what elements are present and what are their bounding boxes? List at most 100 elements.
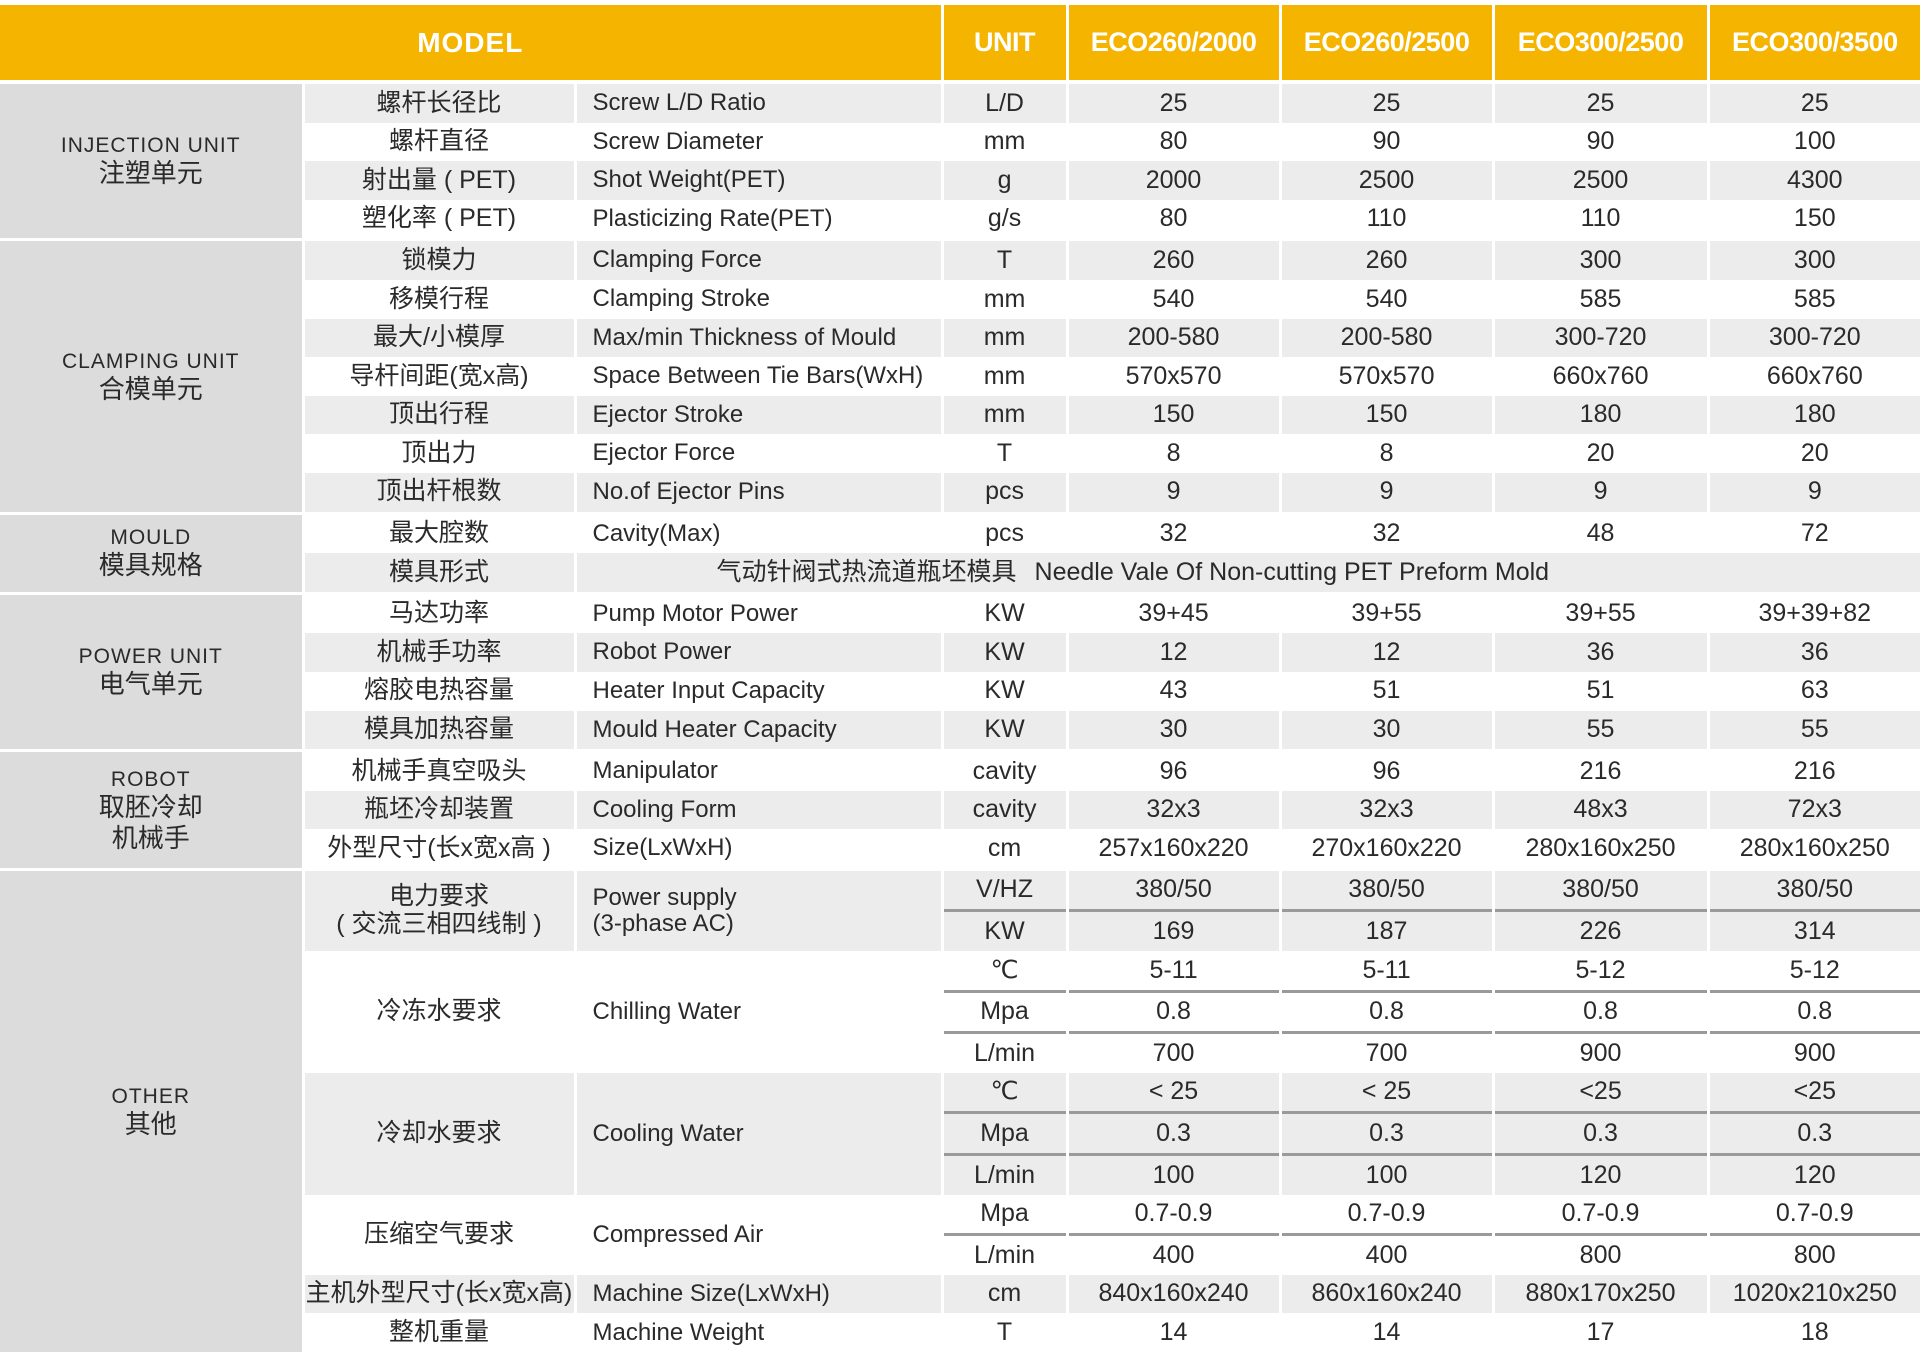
group-label-en: OTHER <box>111 1084 190 1108</box>
param-name-en-line: Space Between Tie Bars(WxH) <box>592 362 924 390</box>
param-name-cn-line: 移模行程 <box>388 284 489 313</box>
value-cell-model-4: 72x3 <box>1708 790 1920 830</box>
param-name-cn: 电力要求( 交流三相四线制 ) <box>303 867 577 952</box>
param-name-cn-line: ( 交流三相四线制 ) <box>336 909 542 938</box>
value-cell-model-3: 585 <box>1493 279 1710 319</box>
value-cell-model-2: 0.7-0.9 <box>1280 1194 1495 1235</box>
value-cell-model-4: 63 <box>1708 671 1920 711</box>
spec-table: MODEL UNIT ECO260/2000 ECO260/2500 ECO30… <box>0 5 1920 1352</box>
unit-cell: g <box>942 161 1069 200</box>
value-cell-model-3: 90 <box>1493 122 1710 162</box>
table-row: 模具形式 气动针阀式热流道瓶坯模具 Needle Vale Of Non-cutti… <box>0 553 1920 594</box>
value-cell-model-4: 314 <box>1708 909 1920 952</box>
value-cell-model-4: 120 <box>1708 1153 1920 1195</box>
value-cell-model-1: 25 <box>1067 80 1282 123</box>
value-cell-model-3: 120 <box>1493 1153 1710 1195</box>
value-cell-model-2: 540 <box>1280 279 1495 319</box>
value-cell-model-2: 96 <box>1280 749 1495 791</box>
value-cell-model-4: 1020x210x250 <box>1708 1274 1920 1314</box>
unit-cell: ℃ <box>942 951 1069 992</box>
value-cell-model-4: 18 <box>1708 1313 1920 1352</box>
value-cell-model-2: 260 <box>1280 238 1495 280</box>
value-cell-model-2: < 25 <box>1280 1072 1495 1113</box>
value-cell-model-1: 380/50 <box>1067 867 1282 911</box>
param-name-cn: 射出量 ( PET) <box>303 161 577 200</box>
param-name-en: Plasticizing Rate(PET) <box>575 199 944 240</box>
value-cell-model-2: 2500 <box>1280 161 1495 200</box>
value-cell-model-1: 257x160x220 <box>1067 829 1282 870</box>
value-cell-model-1: 400 <box>1067 1233 1282 1275</box>
param-name-en: Screw L/D Ratio <box>575 80 944 123</box>
param-name-cn-line: 机械手功率 <box>376 637 502 666</box>
unit-cell: mm <box>942 279 1069 319</box>
group-label-cell: CLAMPING UNIT 合模单元 <box>0 238 305 514</box>
param-name-cn-line: 顶出行程 <box>388 400 489 429</box>
table-row: 导杆间距(宽x高) Space Between Tie Bars(WxH) mm 57… <box>0 357 1920 396</box>
header-unit: UNIT <box>942 5 1069 84</box>
table-row: L/min 700 700 900 900 <box>0 1031 1920 1073</box>
table-row: 螺杆直径 Screw Diameter mm 80 90 90 100 <box>0 122 1920 162</box>
value-cell-model-3: 380/50 <box>1493 867 1710 911</box>
param-name-cn: 导杆间距(宽x高) <box>303 357 577 396</box>
value-cell-model-2: 150 <box>1280 395 1495 435</box>
param-name-en: Shot Weight(PET) <box>575 161 944 200</box>
param-name-en-line: Screw Diameter <box>592 127 764 155</box>
value-cell-model-2: 380/50 <box>1280 867 1495 911</box>
value-cell-model-3: 48 <box>1493 511 1710 554</box>
param-name-cn: 机械手功率 <box>303 633 577 672</box>
param-name-cn-line: 马达功率 <box>388 599 489 628</box>
value-cell-model-1: 96 <box>1067 749 1282 791</box>
mould-type-en: Needle Vale Of Non-cutting PET Preform M… <box>1034 557 1550 586</box>
value-cell-model-2: 270x160x220 <box>1280 829 1495 870</box>
value-cell-model-4: 900 <box>1708 1031 1920 1073</box>
param-name-cn: 顶出杆根数 <box>303 472 577 514</box>
value-cell-model-2: 100 <box>1280 1153 1495 1195</box>
param-name-cn: 移模行程 <box>303 279 577 319</box>
header-model-2: ECO260/2500 <box>1280 5 1495 84</box>
value-cell-model-1: 14 <box>1067 1313 1282 1352</box>
param-name-en-line: Cooling Form <box>592 795 737 823</box>
group-label-cn: 合模单元 <box>98 373 203 404</box>
value-cell-model-1: 80 <box>1067 122 1282 162</box>
value-cell-model-1: 0.3 <box>1067 1111 1282 1155</box>
param-name-en: Machine Size(LxWxH) <box>575 1274 944 1314</box>
value-cell-model-1: 9 <box>1067 472 1282 514</box>
param-name-en-line: Cavity(Max) <box>592 519 721 547</box>
table-row: 外型尺寸(长x宽x高 ) Size(LxWxH) cm 257x160x220 270x… <box>0 829 1920 870</box>
value-cell-model-1: 80 <box>1067 199 1282 240</box>
param-name-en: Cooling Form <box>575 790 944 830</box>
table-row: 压缩空气要求 Compressed Air Mpa 0.7-0.9 0.7-0.9 0.7… <box>0 1194 1920 1275</box>
unit-cell: cavity <box>942 749 1069 791</box>
value-cell-model-4: 0.8 <box>1708 989 1920 1033</box>
unit-cell: L/min <box>942 1031 1069 1073</box>
value-cell-model-3: 0.3 <box>1493 1111 1710 1155</box>
param-name-en-line: Plasticizing Rate(PET) <box>592 204 833 232</box>
param-name-en: Manipulator <box>575 749 944 791</box>
param-name-cn: 冷冻水要求 <box>303 951 577 1073</box>
value-cell-model-3: 51 <box>1493 671 1710 711</box>
param-name-cn-line: 冷却水要求 <box>376 1118 502 1147</box>
param-name-en: Heater Input Capacity <box>575 671 944 711</box>
param-name-cn: 最大腔数 <box>303 511 577 554</box>
value-cell-model-1: 12 <box>1067 633 1282 672</box>
value-cell-model-3: 9 <box>1493 472 1710 514</box>
table-row: 模具加热容量 Mould Heater Capacity KW 30 30 55 55 <box>0 710 1920 751</box>
param-name-en: Robot Power <box>575 633 944 672</box>
param-name-cn-line: 主机外型尺寸(长x宽x高) <box>305 1279 573 1308</box>
group-label-cell: ROBOT 取胚冷却 机械手 <box>0 749 305 870</box>
value-cell-model-2: 860x160x240 <box>1280 1274 1495 1314</box>
value-cell-model-4: 280x160x250 <box>1708 829 1920 870</box>
param-name-cn: 熔胶电热容量 <box>303 671 577 711</box>
param-name-en-line: (3-phase AC) <box>592 909 734 937</box>
table-row: 射出量 ( PET) Shot Weight(PET) g 2000 2500 2500 4… <box>0 161 1920 200</box>
value-cell-model-4: 55 <box>1708 710 1920 751</box>
value-cell-model-1: 169 <box>1067 909 1282 952</box>
param-name-en: Ejector Stroke <box>575 395 944 435</box>
group-label-en: MOULD <box>110 526 192 550</box>
value-cell-model-1: 260 <box>1067 238 1282 280</box>
table-row: Mpa 0.8 0.8 0.8 0.8 <box>0 989 1920 1033</box>
value-cell-model-3: 110 <box>1493 199 1710 240</box>
param-name-cn-line: 顶出力 <box>401 438 477 467</box>
value-cell-model-3: 36 <box>1493 633 1710 672</box>
param-name-en-line: Max/min Thickness of Mould <box>592 323 897 351</box>
